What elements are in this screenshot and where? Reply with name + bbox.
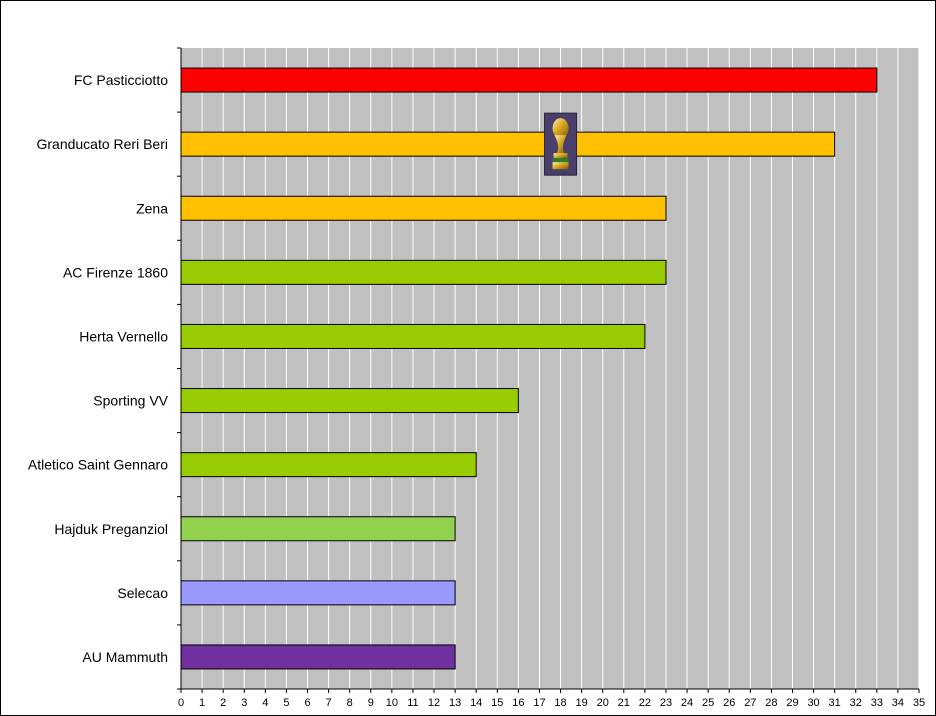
x-tick-label: 8 [347,697,353,709]
category-label: Atletico Saint Gennaro [28,457,168,473]
trophy-icon-part [554,135,567,154]
x-tick-label: 32 [850,697,862,709]
bar [180,131,836,157]
x-tick-label: 22 [639,697,651,709]
category-label: Zena [136,200,168,216]
x-tick-label: 12 [428,697,440,709]
x-tick-label: 25 [702,697,714,709]
x-tick-label: 1 [199,697,205,709]
x-tick-label: 16 [512,697,524,709]
x-tick-label: 34 [892,697,904,709]
category-label: Sporting VV [93,393,168,409]
x-tick-label: 0 [178,697,184,709]
category-label: AC Firenze 1860 [63,264,168,280]
bar [180,644,456,670]
trophy-icon-part [553,153,568,159]
x-tick-label: 19 [576,697,588,709]
trophy-icon [544,112,578,176]
x-tick-label: 11 [407,697,418,709]
bar [180,580,456,606]
x-tick-label: 33 [871,697,883,709]
x-tick-label: 10 [386,697,398,709]
x-tick-label: 4 [262,697,268,709]
x-tick-label: 21 [618,697,630,709]
category-label: Hajduk Preganziol [54,521,168,537]
bar [180,67,878,93]
bar [180,323,646,349]
x-tick-label: 6 [304,697,310,709]
x-tick-label: 9 [368,697,374,709]
x-tick-label: 5 [283,697,289,709]
trophy-icon-part [552,118,569,139]
x-tick-label: 20 [597,697,609,709]
x-tick-label: 27 [744,697,756,709]
x-tick-label: 13 [449,697,461,709]
x-tick-label: 23 [660,697,672,709]
bar [180,195,667,221]
x-tick-label: 3 [241,697,247,709]
bar [180,259,667,285]
x-tick-label: 7 [326,697,332,709]
x-tick-label: 30 [807,697,819,709]
x-tick-label: 2 [220,697,226,709]
bar [180,516,456,542]
x-tick-label: 24 [681,697,693,709]
x-tick-label: 18 [554,697,566,709]
x-tick-label: 26 [723,697,735,709]
bar [180,388,519,414]
x-tick-label: 28 [765,697,777,709]
trophy-icon-part [552,162,569,170]
x-tick-label: 14 [470,697,482,709]
x-tick-label: 29 [786,697,798,709]
x-tick-label: 35 [913,697,925,709]
category-label: AU Mammuth [82,649,168,665]
category-label: Herta Vernello [79,328,168,344]
x-tick-label: 31 [829,697,841,709]
trophy-icon-part [552,158,569,163]
x-tick-label: 15 [491,697,503,709]
bar [180,452,477,478]
category-label: Selecao [117,585,168,601]
x-tick-label: 17 [533,697,545,709]
category-label: FC Pasticciotto [74,72,168,88]
category-label: Granducato Reri Beri [36,136,168,152]
